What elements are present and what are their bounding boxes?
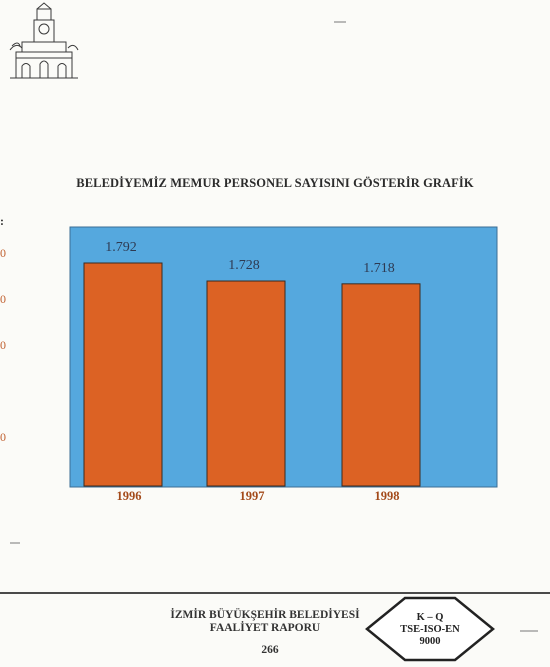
chart-bar	[83, 262, 163, 487]
chart-bar	[206, 280, 286, 487]
badge-line-number: 9000	[419, 636, 441, 647]
left-edge-mark: :	[0, 214, 4, 228]
left-edge-mark: 0	[0, 430, 6, 444]
left-edge-mark: 0	[0, 338, 6, 352]
footer-org-line1: İZMİR BÜYÜKŞEHİR BELEDİYESİ	[170, 609, 360, 621]
certification-badge	[365, 596, 495, 662]
chart-bar	[341, 283, 421, 487]
clock-tower-logo	[9, 2, 79, 79]
scan-speck	[10, 542, 20, 544]
chart-data-label: 1.718	[363, 261, 395, 276]
chart-data-label: 1.792	[105, 240, 137, 255]
chart-data-label: 1.728	[228, 258, 260, 273]
certification-badge-text: K – Q TSE-ISO-EN 9000	[363, 612, 497, 648]
badge-line-standard: TSE-ISO-EN	[400, 624, 460, 635]
chart-category-label: 1998	[375, 489, 400, 503]
footer-org-line2: FAALİYET RAPORU	[209, 622, 321, 634]
scan-speck	[520, 630, 538, 632]
badge-line-kq: K – Q	[416, 612, 444, 623]
footer-organization: İZMİR BÜYÜKŞEHİR BELEDİYESİ FAALİYET RAP…	[150, 609, 380, 635]
chart-category-label: 1996	[117, 489, 142, 503]
footer-rule	[0, 592, 550, 594]
scan-speck	[334, 21, 346, 23]
chart-heading: BELEDİYEMİZ MEMUR PERSONEL SAYISINI GÖST…	[76, 176, 474, 190]
left-edge-mark: 0	[0, 246, 6, 260]
page-number: 266	[261, 644, 279, 656]
chart-category-label: 1997	[240, 489, 265, 503]
left-edge-mark: 0	[0, 292, 6, 306]
